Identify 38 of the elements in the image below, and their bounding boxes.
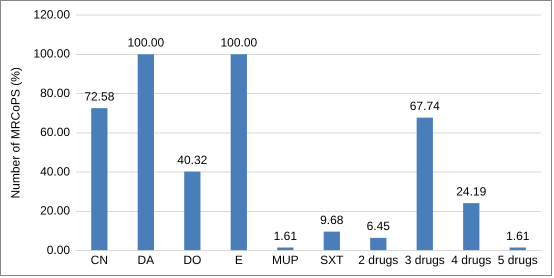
y-tick-label: 0.00 [46, 242, 70, 257]
data-label: 24.19 [456, 184, 487, 198]
bar [184, 171, 200, 250]
y-tick-label: 20.00 [40, 204, 70, 218]
y-axis-title: Number of MRCoPS (%) [8, 67, 23, 198]
bar [370, 238, 386, 250]
data-label: 67.74 [410, 98, 440, 113]
bar [277, 247, 294, 250]
data-label: 6.45 [366, 219, 390, 234]
bar [230, 54, 247, 250]
x-tick-label: SXT [320, 253, 344, 268]
x-tick-label: 2 drugs [358, 253, 398, 268]
x-tick-label: MUP [272, 253, 299, 268]
bar [510, 247, 526, 250]
x-tick-label: 3 drugs [404, 253, 445, 268]
x-tick-label: 5 drugs [498, 253, 538, 268]
x-tick-label: 4 drugs [451, 253, 492, 268]
data-label: 100.00 [127, 36, 165, 50]
data-label: 72.58 [84, 89, 115, 104]
bar [324, 232, 340, 250]
data-label: 100.00 [220, 36, 258, 50]
bar [138, 54, 154, 250]
y-tick-label: 80.00 [40, 86, 70, 100]
x-tick-label: E [234, 253, 243, 268]
x-tick-label: DA [138, 253, 154, 268]
data-label: 1.61 [506, 228, 530, 243]
x-tick-label: CN [90, 253, 108, 268]
bar [463, 203, 480, 250]
y-tick-label: 120.00 [33, 7, 70, 22]
y-tick-label: 40.00 [40, 164, 70, 178]
data-label: 40.32 [177, 152, 208, 167]
y-tick-label: 60.00 [40, 125, 70, 140]
bar [416, 118, 433, 250]
x-tick-label: DO [183, 253, 202, 268]
bar [91, 108, 108, 250]
data-label: 9.68 [320, 212, 344, 227]
y-tick-label: 100.00 [33, 46, 70, 61]
data-label: 1.61 [274, 228, 298, 243]
